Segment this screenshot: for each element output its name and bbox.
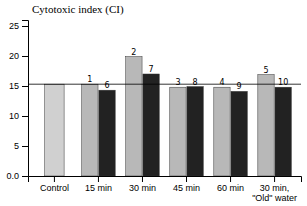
x-tick-label: 60 min <box>217 183 244 193</box>
x-tick-label: 45 min <box>173 183 200 193</box>
y-axis: 0.0 5 10 15 20 25 <box>6 21 28 182</box>
bar-label: 9 <box>237 82 242 91</box>
x-tick-label: 30 min <box>129 183 156 193</box>
bar <box>99 90 115 176</box>
x-tick-label: 15 min <box>85 183 112 193</box>
bar-labels: 1 2 3 4 5 6 7 8 9 10 <box>87 48 288 92</box>
chart: 0.0510152025Control15 min30 min45 min60 … <box>0 0 307 206</box>
y-tick-label: 25 <box>9 21 19 31</box>
x-tick-mark <box>98 176 99 182</box>
x-tick-label: 30 min,"Old" water <box>252 183 297 203</box>
y-tick-label: 5 <box>14 141 19 151</box>
plot: 0.0510152025Control15 min30 min45 min60 … <box>6 21 301 204</box>
bar-label: 1 <box>87 75 92 84</box>
bar <box>187 87 203 176</box>
bar-label: 8 <box>193 78 198 87</box>
bar <box>214 87 230 176</box>
y-tick-label: 15 <box>9 81 19 91</box>
x-tick: 45 min <box>173 176 200 193</box>
y-tick: 10 <box>9 111 28 121</box>
bar <box>126 57 142 176</box>
y-tick-mark <box>22 176 28 177</box>
y-tick-mark <box>22 116 28 117</box>
y-tick: 5 <box>14 141 28 151</box>
bar-label: 10 <box>278 78 288 87</box>
y-tick-mark <box>22 26 28 27</box>
bar <box>258 75 274 176</box>
bar <box>45 84 64 176</box>
reference-line <box>28 84 301 85</box>
title: Cytotoxic index (CI) <box>32 3 124 16</box>
x-tick-mark <box>230 176 231 182</box>
bar <box>275 87 291 176</box>
bar-label: 5 <box>263 66 268 75</box>
bar <box>82 84 98 176</box>
bar <box>143 74 159 176</box>
y-tick-mark <box>22 86 28 87</box>
y-tick-mark <box>22 56 28 57</box>
y-tick-mark <box>22 146 28 147</box>
x-tick: 15 min <box>85 176 112 193</box>
x-axis: Control 15 min 30 min 45 min 60 min 30 min,"O… <box>29 176 302 203</box>
x-tick: 30 min,"Old" water <box>252 176 297 203</box>
bars <box>28 57 301 176</box>
x-tick: 30 min <box>129 176 156 193</box>
y-tick-label: 0.0 <box>6 171 19 181</box>
bar-label: 7 <box>149 65 154 74</box>
bar <box>231 91 247 176</box>
bar-label: 6 <box>104 81 109 90</box>
y-tick-label: 10 <box>9 111 19 121</box>
y-tick: 20 <box>9 51 28 61</box>
x-axis-line <box>29 177 302 183</box>
x-tick-mark <box>186 176 187 182</box>
y-axis-line <box>22 21 29 177</box>
bar-label: 3 <box>175 78 180 87</box>
x-tick-mark <box>54 176 55 182</box>
y-tick: 15 <box>9 81 28 91</box>
x-tick: 60 min <box>217 176 244 193</box>
y-tick: 25 <box>9 21 28 31</box>
x-tick-mark <box>274 176 275 182</box>
bar <box>170 87 186 176</box>
bar-label: 4 <box>219 78 224 87</box>
x-tick-label: Control <box>40 183 69 193</box>
x-tick-mark <box>142 176 143 182</box>
x-tick: Control <box>40 176 69 193</box>
y-tick-label: 20 <box>9 51 19 61</box>
y-tick: 0.0 <box>6 171 28 181</box>
bar-label: 2 <box>131 48 136 57</box>
